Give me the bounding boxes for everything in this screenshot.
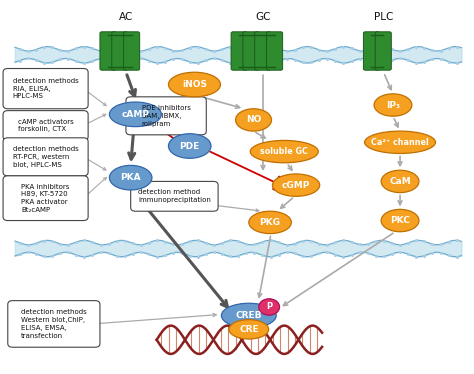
Text: detection methods
Western blot,ChIP,
ELISA, EMSA,
transfection: detection methods Western blot,ChIP, ELI…: [21, 309, 87, 338]
Ellipse shape: [109, 165, 152, 190]
Ellipse shape: [236, 109, 272, 131]
FancyBboxPatch shape: [8, 301, 100, 347]
Text: CREB: CREB: [236, 311, 262, 320]
Text: detection methods
RT-PCR, western
blot, HPLC-MS: detection methods RT-PCR, western blot, …: [13, 146, 79, 168]
FancyBboxPatch shape: [3, 176, 88, 221]
FancyBboxPatch shape: [231, 32, 247, 70]
Text: PDE inhibitors
SAM, IBMX,
rolipram: PDE inhibitors SAM, IBMX, rolipram: [142, 105, 191, 126]
Text: cAMP activators
forskolin, CTX: cAMP activators forskolin, CTX: [18, 119, 73, 132]
Text: Ca²⁺ channel: Ca²⁺ channel: [371, 138, 429, 147]
Ellipse shape: [365, 131, 436, 153]
Text: GC: GC: [255, 12, 271, 22]
Ellipse shape: [168, 134, 211, 158]
Text: PKA inhibitors
H89, KT-5720
PKA activator
Bt₂cAMP: PKA inhibitors H89, KT-5720 PKA activato…: [21, 184, 70, 213]
Text: iNOS: iNOS: [182, 80, 207, 89]
Text: P: P: [266, 303, 272, 312]
Text: NO: NO: [246, 116, 261, 125]
Text: PKC: PKC: [390, 216, 410, 225]
FancyBboxPatch shape: [243, 32, 259, 70]
Ellipse shape: [109, 102, 161, 127]
FancyBboxPatch shape: [375, 32, 392, 70]
Text: PKA: PKA: [120, 173, 141, 182]
FancyBboxPatch shape: [112, 32, 128, 70]
Ellipse shape: [374, 94, 412, 116]
FancyBboxPatch shape: [3, 68, 88, 109]
FancyBboxPatch shape: [3, 111, 88, 140]
Ellipse shape: [259, 299, 280, 315]
FancyBboxPatch shape: [126, 97, 206, 135]
Text: CaM: CaM: [389, 177, 411, 186]
Ellipse shape: [381, 209, 419, 232]
Text: PLC: PLC: [374, 12, 393, 22]
FancyBboxPatch shape: [255, 32, 271, 70]
FancyBboxPatch shape: [3, 138, 88, 176]
Text: soluble GC: soluble GC: [260, 147, 308, 156]
Text: CRE: CRE: [239, 325, 259, 334]
Text: PKG: PKG: [260, 218, 281, 227]
Ellipse shape: [273, 174, 319, 196]
Ellipse shape: [381, 170, 419, 193]
FancyBboxPatch shape: [124, 32, 140, 70]
FancyBboxPatch shape: [100, 32, 116, 70]
Text: cGMP: cGMP: [282, 181, 310, 190]
Ellipse shape: [229, 320, 269, 339]
Ellipse shape: [221, 303, 276, 328]
Text: IP₃: IP₃: [386, 101, 400, 110]
Ellipse shape: [250, 140, 318, 163]
Text: detection method
immunoprecipitation: detection method immunoprecipitation: [138, 190, 211, 203]
Text: detection methods
RIA, ELISA,
HPLC-MS: detection methods RIA, ELISA, HPLC-MS: [13, 78, 79, 99]
Text: cAMP: cAMP: [121, 110, 149, 119]
Ellipse shape: [249, 211, 292, 234]
FancyBboxPatch shape: [131, 181, 218, 211]
Ellipse shape: [168, 72, 220, 97]
Text: PDE: PDE: [180, 141, 200, 150]
Text: AC: AC: [119, 12, 133, 22]
FancyBboxPatch shape: [364, 32, 380, 70]
FancyBboxPatch shape: [266, 32, 283, 70]
